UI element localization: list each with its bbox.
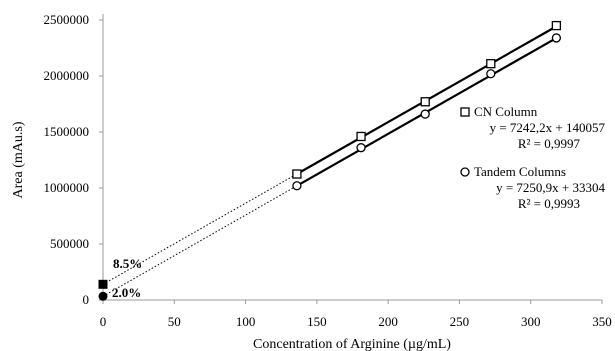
data-point bbox=[486, 69, 496, 79]
x-tick-label: 0 bbox=[100, 314, 107, 329]
data-point bbox=[292, 181, 302, 191]
annotations: 8.5% 2.0% bbox=[112, 256, 142, 300]
x-tick-label: 350 bbox=[592, 314, 612, 329]
data-point bbox=[551, 20, 562, 31]
extrapolation-line bbox=[102, 185, 298, 297]
extrapolation-line bbox=[102, 173, 298, 285]
x-axis-label: Concentration of Arginine (µg/mL) bbox=[253, 337, 451, 351]
legend-series-name: CN Column bbox=[474, 104, 538, 119]
legend-marker bbox=[460, 167, 470, 177]
y-tick-label: 2000000 bbox=[44, 68, 90, 83]
intercept-percentage: 8.5% bbox=[113, 256, 142, 271]
x-tick-label: 50 bbox=[168, 314, 181, 329]
legend-marker bbox=[460, 107, 470, 117]
y-tick-label: 0 bbox=[83, 292, 90, 307]
legend-r-squared: R² = 0,9993 bbox=[518, 196, 580, 211]
legend-r-squared: R² = 0,9997 bbox=[518, 136, 581, 151]
data-point bbox=[551, 33, 562, 43]
y-tick-label: 1500000 bbox=[44, 124, 90, 139]
intercept-percentage: 2.0% bbox=[112, 285, 141, 300]
x-tick-label: 200 bbox=[378, 314, 398, 329]
axes bbox=[99, 14, 603, 304]
data-point bbox=[292, 169, 302, 179]
data-point bbox=[486, 59, 496, 69]
y-tick-label: 2500000 bbox=[44, 12, 90, 27]
x-tick-label: 150 bbox=[307, 314, 327, 329]
legend-series-name: Tandem Columns bbox=[474, 164, 566, 179]
data-point bbox=[356, 143, 366, 153]
data-point bbox=[420, 109, 430, 119]
intercept-point bbox=[98, 291, 108, 301]
data-point bbox=[356, 131, 366, 142]
data-point bbox=[420, 97, 430, 107]
y-tick-label: 1000000 bbox=[44, 180, 90, 195]
intercept-point bbox=[98, 279, 108, 289]
y-axis-label: Area (mAu.s) bbox=[11, 121, 26, 198]
x-tick-label: 250 bbox=[450, 314, 470, 329]
legend-equation: y = 7250,9x + 33304 bbox=[496, 180, 605, 195]
legend-equation: y = 7242,2x + 140057 bbox=[490, 120, 606, 135]
data-points bbox=[98, 20, 562, 301]
tick-labels: 0 50 100 150 200 250 300 350 0 500000 1000000 15000… bbox=[44, 12, 612, 329]
x-tick-label: 100 bbox=[236, 314, 256, 329]
x-tick-label: 300 bbox=[521, 314, 541, 329]
y-tick-label: 500000 bbox=[50, 236, 89, 251]
